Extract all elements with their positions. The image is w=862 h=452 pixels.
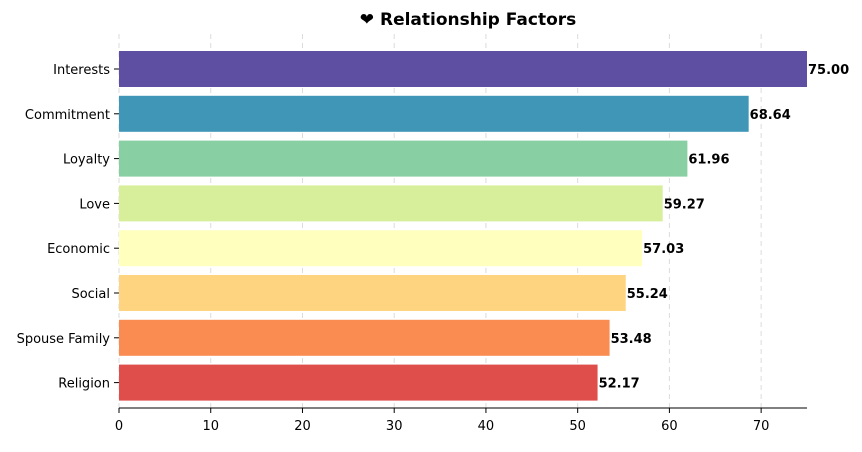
value-label: 68.64 [750,108,791,123]
bar-religion [119,364,598,401]
x-tick-label: 30 [386,419,403,434]
category-label: Social [71,287,110,302]
value-label: 53.48 [611,332,652,347]
category-label: Religion [58,377,110,392]
x-tick-label: 10 [202,419,219,434]
chart-title-icon: ❤ [360,10,374,30]
bar-interests [119,51,807,87]
value-label: 59.27 [664,197,705,212]
category-label: Love [79,197,110,212]
x-tick-label: 0 [115,419,123,434]
bars [119,51,807,401]
value-label: 52.17 [599,377,640,392]
bar-economic [119,230,643,267]
bar-spouse-family [119,319,610,356]
bar-loyalty [119,140,688,177]
category-label: Spouse Family [17,332,111,347]
value-label: 75.00 [808,63,849,78]
x-tick-label: 60 [661,419,678,434]
value-label: 61.96 [688,153,729,168]
category-label: Interests [53,63,110,78]
value-labels: 75.00 68.64 61.96 59.27 57.03 55.24 53.48 52.17 [599,63,850,392]
value-label: 57.03 [643,242,684,257]
bar-social [119,275,626,311]
x-tick-label: 20 [294,419,311,434]
bar-love [119,185,663,222]
chart-title: ❤ Relationship Factors [360,10,577,30]
category-label: Commitment [25,108,110,123]
value-label: 55.24 [627,287,668,302]
x-tick-label: 50 [569,419,586,434]
category-labels: Interests Commitment Loyalty Love Economic So… [17,63,119,392]
chart-title-text: Relationship Factors [380,10,576,30]
category-label: Loyalty [63,153,110,168]
bar-commitment [119,95,749,132]
x-axis: 0 10 20 30 40 50 60 70 [115,407,807,434]
x-tick-label: 40 [478,419,495,434]
category-label: Economic [47,242,110,257]
x-tick-label: 70 [753,419,770,434]
